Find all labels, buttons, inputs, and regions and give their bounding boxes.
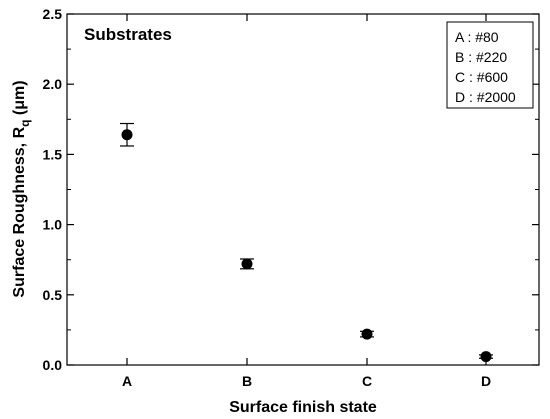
data-point: [121, 129, 133, 141]
data-point: [361, 328, 373, 340]
y-tick-label: 0.5: [43, 287, 63, 303]
legend: A : #80 B : #220 C : #600 D : #2000: [446, 21, 534, 109]
y-axis-label-main: Surface Roughness, R: [11, 126, 28, 297]
y-axis-label: Surface Roughness, Rq (μm): [11, 80, 32, 297]
legend-entry: D : #2000: [455, 89, 516, 105]
legend-entry: B : #220: [455, 49, 507, 65]
data-point: [480, 351, 492, 363]
x-tick-label: C: [362, 373, 372, 389]
panel-label: Substrates: [84, 25, 172, 44]
x-tick-label: A: [122, 373, 132, 389]
x-tick-label: D: [481, 373, 491, 389]
data-points: [120, 122, 493, 363]
legend-entry: C : #600: [455, 69, 508, 85]
legend-entry: A : #80: [455, 29, 499, 45]
legend-box: [446, 21, 534, 109]
y-tick-label: 2.5: [43, 6, 63, 22]
y-axis-label-sub: q: [18, 120, 32, 127]
data-point: [241, 258, 253, 270]
y-ticks: 0.0 0.5 1.0 1.5 2.0 2.5: [43, 6, 539, 373]
y-tick-label: 1.5: [43, 146, 63, 162]
y-tick-label: 2.0: [43, 76, 63, 92]
x-axis-label: Surface finish state: [229, 399, 377, 416]
x-ticks: A B C D: [122, 14, 491, 389]
x-tick-label: B: [242, 373, 252, 389]
y-axis-label-unit: (μm): [11, 80, 28, 119]
y-tick-label: 1.0: [43, 217, 63, 233]
y-tick-label: 0.0: [43, 357, 63, 373]
